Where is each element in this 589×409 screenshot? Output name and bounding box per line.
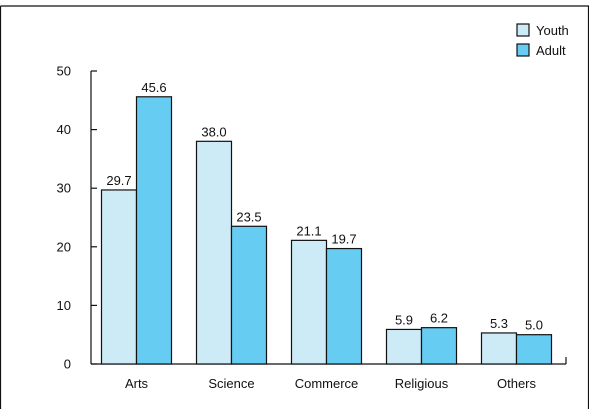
data-label-youth-science: 38.0 <box>201 124 226 139</box>
bar-adult-commerce <box>325 247 363 365</box>
data-labels: 29.7 45.6 38.0 23.5 21.1 19.7 5.9 6.2 5.3 5.0 <box>106 80 543 333</box>
data-label-youth-commerce: 21.1 <box>296 223 321 238</box>
y-tick-label: 30 <box>57 181 71 196</box>
x-axis-labels: Arts Science Commerce Religious Others <box>125 376 537 391</box>
bar-youth-others <box>480 332 518 365</box>
legend: Youth Adult <box>516 23 569 58</box>
bar-youth-religious <box>385 328 423 365</box>
x-tick-label-religious: Religious <box>395 376 449 391</box>
x-tick-label-arts: Arts <box>125 376 149 391</box>
data-label-adult-religious: 6.2 <box>430 311 448 326</box>
data-label-adult-commerce: 19.7 <box>331 232 356 247</box>
x-tick-label-commerce: Commerce <box>295 376 359 391</box>
y-axis-ticks: 0 10 20 30 40 50 <box>57 64 97 372</box>
data-label-youth-religious: 5.9 <box>395 312 413 327</box>
x-tick-label-science: Science <box>208 376 254 391</box>
bar-adult-science <box>230 225 268 365</box>
legend-swatch-adult <box>516 43 530 57</box>
data-label-adult-arts: 45.6 <box>141 80 166 95</box>
data-label-adult-science: 23.5 <box>236 209 261 224</box>
y-tick-label: 40 <box>57 122 71 137</box>
bars <box>100 96 553 365</box>
bar-adult-arts <box>135 96 173 365</box>
data-label-youth-arts: 29.7 <box>106 173 131 188</box>
bar-youth-arts <box>100 189 138 365</box>
bar-youth-science <box>195 140 233 365</box>
bar-youth-commerce <box>290 239 328 365</box>
bar-adult-religious <box>420 327 458 365</box>
legend-label-adult: Adult <box>536 43 566 58</box>
legend-label-youth: Youth <box>536 23 569 38</box>
data-label-youth-others: 5.3 <box>490 316 508 331</box>
x-tick-label-others: Others <box>497 376 537 391</box>
y-tick-label: 50 <box>57 64 71 79</box>
y-tick-label: 20 <box>57 239 71 254</box>
bar-adult-others <box>515 334 553 365</box>
data-label-adult-others: 5.0 <box>525 318 543 333</box>
y-tick-label: 0 <box>64 357 71 372</box>
legend-swatch-youth <box>516 23 530 37</box>
y-tick-label: 10 <box>57 298 71 313</box>
